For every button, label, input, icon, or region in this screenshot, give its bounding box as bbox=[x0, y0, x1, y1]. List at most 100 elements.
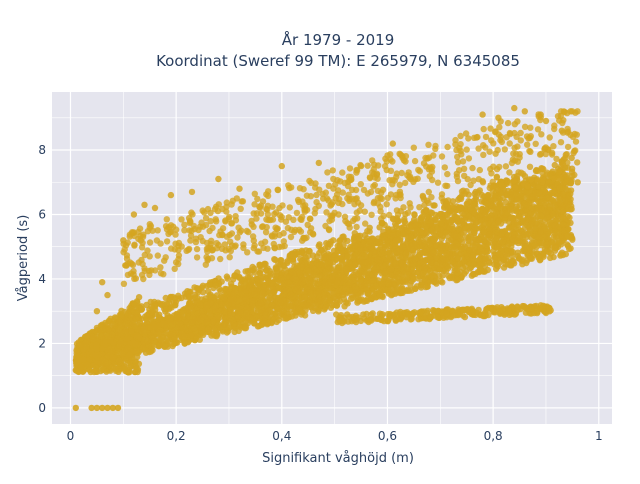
scatter-point bbox=[450, 226, 456, 232]
scatter-point bbox=[374, 257, 380, 263]
scatter-point bbox=[427, 220, 433, 226]
scatter-point bbox=[212, 303, 218, 309]
scatter-point bbox=[268, 302, 274, 308]
scatter-point bbox=[148, 309, 154, 315]
scatter-point bbox=[249, 316, 255, 322]
scatter-point bbox=[551, 122, 557, 128]
scatter-point bbox=[423, 207, 429, 213]
scatter-point bbox=[316, 262, 322, 268]
scatter-point bbox=[444, 250, 450, 256]
scatter-point bbox=[464, 223, 470, 229]
scatter-point bbox=[245, 274, 251, 280]
scatter-point bbox=[516, 255, 522, 261]
scatter-point bbox=[462, 314, 468, 320]
scatter-point bbox=[434, 314, 440, 320]
scatter-point bbox=[498, 134, 504, 140]
scatter-point bbox=[415, 316, 421, 322]
scatter-point bbox=[432, 270, 438, 276]
scatter-point bbox=[388, 168, 394, 174]
scatter-point bbox=[420, 258, 426, 264]
scatter-point bbox=[267, 295, 273, 301]
scatter-point bbox=[336, 238, 342, 244]
scatter-point bbox=[558, 251, 564, 257]
scatter-point bbox=[200, 314, 206, 320]
scatter-point bbox=[478, 268, 484, 274]
scatter-point bbox=[170, 321, 176, 327]
scatter-point bbox=[423, 246, 429, 252]
scatter-point bbox=[156, 314, 162, 320]
scatter-point bbox=[362, 220, 368, 226]
scatter-point bbox=[313, 199, 319, 205]
scatter-point bbox=[511, 177, 517, 183]
scatter-point bbox=[353, 224, 359, 230]
scatter-point bbox=[400, 264, 406, 270]
scatter-point bbox=[483, 306, 489, 312]
scatter-point bbox=[394, 207, 400, 213]
scatter-point bbox=[515, 169, 521, 175]
scatter-point bbox=[412, 158, 418, 164]
scatter-point bbox=[532, 216, 538, 222]
scatter-point bbox=[399, 244, 405, 250]
scatter-point bbox=[485, 312, 491, 318]
scatter-point bbox=[486, 149, 492, 155]
scatter-point bbox=[477, 234, 483, 240]
scatter-point bbox=[500, 195, 506, 201]
scatter-point bbox=[464, 146, 470, 152]
scatter-point bbox=[206, 308, 212, 314]
scatter-point bbox=[540, 252, 546, 258]
scatter-point bbox=[205, 326, 211, 332]
scatter-point bbox=[384, 201, 390, 207]
scatter-point bbox=[197, 337, 203, 343]
scatter-point bbox=[285, 279, 291, 285]
scatter-point bbox=[231, 273, 237, 279]
scatter-point bbox=[560, 214, 566, 220]
scatter-point bbox=[429, 227, 435, 233]
scatter-point bbox=[348, 292, 354, 298]
scatter-point bbox=[299, 264, 305, 270]
scatter-point bbox=[385, 227, 391, 233]
scatter-point bbox=[569, 108, 575, 114]
scatter-point bbox=[424, 308, 430, 314]
scatter-point bbox=[403, 251, 409, 257]
scatter-point bbox=[211, 327, 217, 333]
scatter-point bbox=[343, 299, 349, 305]
scatter-point bbox=[224, 273, 230, 279]
scatter-point bbox=[358, 246, 364, 252]
scatter-point bbox=[203, 302, 209, 308]
scatter-point bbox=[482, 221, 488, 227]
scatter-point bbox=[565, 226, 571, 232]
scatter-point bbox=[524, 142, 530, 148]
scatter-point bbox=[157, 264, 163, 270]
scatter-point bbox=[322, 298, 328, 304]
scatter-point bbox=[501, 215, 507, 221]
scatter-point bbox=[505, 240, 511, 246]
scatter-point bbox=[381, 318, 387, 324]
scatter-point bbox=[477, 246, 483, 252]
scatter-point bbox=[395, 287, 401, 293]
scatter-point bbox=[432, 143, 438, 149]
scatter-point bbox=[439, 153, 445, 159]
scatter-point bbox=[231, 329, 237, 335]
scatter-point bbox=[302, 294, 308, 300]
scatter-point bbox=[164, 238, 170, 244]
chart-title-line-1: År 1979 - 2019 bbox=[282, 30, 395, 49]
scatter-point bbox=[256, 262, 262, 268]
scatter-point bbox=[466, 155, 472, 161]
scatter-point bbox=[364, 280, 370, 286]
scatter-point bbox=[325, 281, 331, 287]
scatter-point bbox=[337, 298, 343, 304]
scatter-point bbox=[514, 196, 520, 202]
scatter-point bbox=[387, 314, 393, 320]
scatter-point bbox=[227, 318, 233, 324]
scatter-point bbox=[172, 302, 178, 308]
scatter-point bbox=[495, 219, 501, 225]
scatter-point bbox=[364, 228, 370, 234]
scatter-point bbox=[347, 279, 353, 285]
scatter-point bbox=[264, 320, 270, 326]
scatter-point bbox=[354, 286, 360, 292]
scatter-point bbox=[260, 284, 266, 290]
scatter-point bbox=[386, 212, 392, 218]
scatter-point bbox=[221, 295, 227, 301]
scatter-point bbox=[536, 190, 542, 196]
